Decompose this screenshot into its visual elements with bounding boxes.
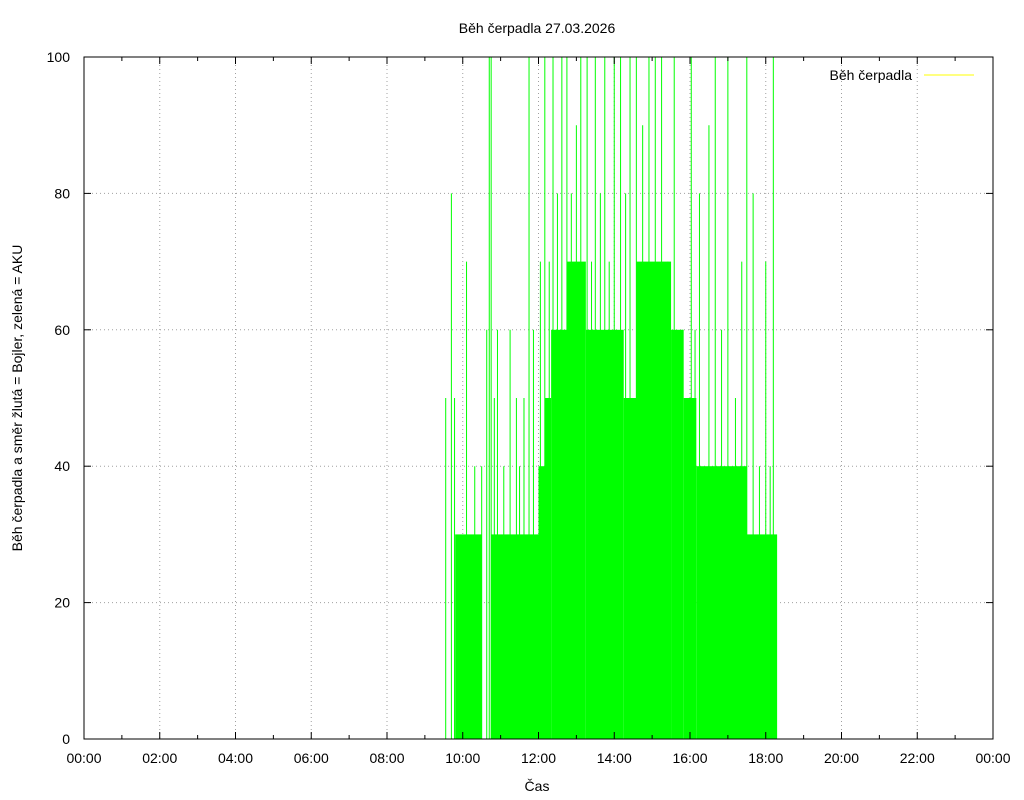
data-plateau	[671, 329, 684, 739]
x-tick-label: 00:00	[975, 750, 1010, 766]
data-plateau	[551, 329, 567, 739]
x-tick-label: 12:00	[521, 750, 556, 766]
legend: Běh čerpadla	[829, 67, 974, 83]
x-tick-label: 00:00	[66, 750, 101, 766]
x-tick-label: 20:00	[824, 750, 859, 766]
x-tick-label: 08:00	[369, 750, 404, 766]
legend-label-beh-cerpadla: Běh čerpadla	[829, 67, 912, 83]
chart-title: Běh čerpadla 27.03.2026	[459, 20, 616, 36]
data-plateau	[683, 398, 697, 739]
data-plateau	[455, 534, 482, 739]
x-axis-label: Čas	[525, 778, 550, 794]
x-tick-label: 22:00	[900, 750, 935, 766]
y-tick-label: 20	[54, 595, 70, 611]
y-tick-label: 60	[54, 322, 70, 338]
data-plateau	[544, 398, 552, 739]
data-plateau	[538, 466, 545, 739]
y-tick-label: 40	[54, 458, 70, 474]
y-tick-label: 80	[54, 185, 70, 201]
data-plateau	[491, 534, 539, 739]
x-tick-label: 16:00	[672, 750, 707, 766]
x-tick-label: 14:00	[597, 750, 632, 766]
x-tick-label: 10:00	[445, 750, 480, 766]
y-tick-label: 0	[62, 731, 70, 747]
axis-ticks: 00:00 02:00 04:00 06:00 08:00 10:00 12:00 14:00…	[47, 49, 1011, 766]
x-tick-label: 02:00	[142, 750, 177, 766]
data-area	[445, 57, 778, 739]
data-plateau	[746, 534, 778, 739]
data-plateau	[636, 261, 672, 739]
x-tick-label: 18:00	[748, 750, 783, 766]
x-tick-label: 04:00	[218, 750, 253, 766]
x-tick-label: 06:00	[294, 750, 329, 766]
y-axis-label: Běh čerpadla a směr žlutá = Bojler, zele…	[9, 245, 25, 552]
y-tick-label: 100	[47, 49, 71, 65]
